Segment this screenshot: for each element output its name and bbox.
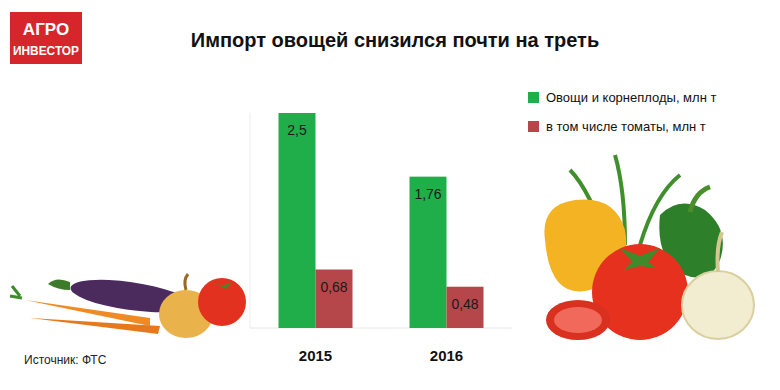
carrot [30,318,160,334]
chart-svg: АГРО ИНВЕСТОР Импорт овощей снизился почти… [0,0,780,390]
pepper-stem [690,187,710,212]
bar [447,287,484,328]
bar [279,113,316,328]
logo-text: АГРО [23,20,69,39]
carrot-leaf [10,286,22,298]
legend-swatch [528,92,539,103]
bars [279,113,484,328]
x-tick-label: 2016 [430,347,463,364]
data-label: 0,68 [320,279,347,295]
bar [316,270,353,328]
legend-swatch [528,121,539,132]
onion [682,271,754,339]
eggplant-cap [48,279,70,290]
x-tick-label: 2015 [299,347,332,364]
tomato-slice [546,300,610,340]
tomato-slice [554,307,602,333]
data-label: 0,48 [451,296,478,312]
chart-root: АГРО ИНВЕСТОР Импорт овощей снизился почти… [0,0,780,390]
tomato-stem [620,248,660,270]
decoration [10,155,754,340]
legend: Овощи и корнеплоды, млн т в том числе том… [528,90,716,134]
y-axis-line [250,113,251,328]
onion-top [185,274,188,290]
data-label: 1,76 [414,186,441,202]
tomato [198,278,246,326]
legend-label: в том числе томаты, млн т [546,119,706,134]
legend-label: Овощи и корнеплоды, млн т [546,90,716,105]
logo-text: ИНВЕСТОР [13,44,79,58]
tomato-stem [212,282,232,289]
chart-title: Импорт овощей снизился почти на треть [191,29,599,51]
onion-top [718,232,723,272]
logo-box [10,12,82,64]
source: Источник: ФТС [24,353,107,367]
logo: АГРО ИНВЕСТОР [10,12,82,64]
data-label: 2,5 [287,122,307,138]
data-labels: 2,5 1,76 0,68 0,48 [287,122,479,312]
bar [410,177,447,328]
